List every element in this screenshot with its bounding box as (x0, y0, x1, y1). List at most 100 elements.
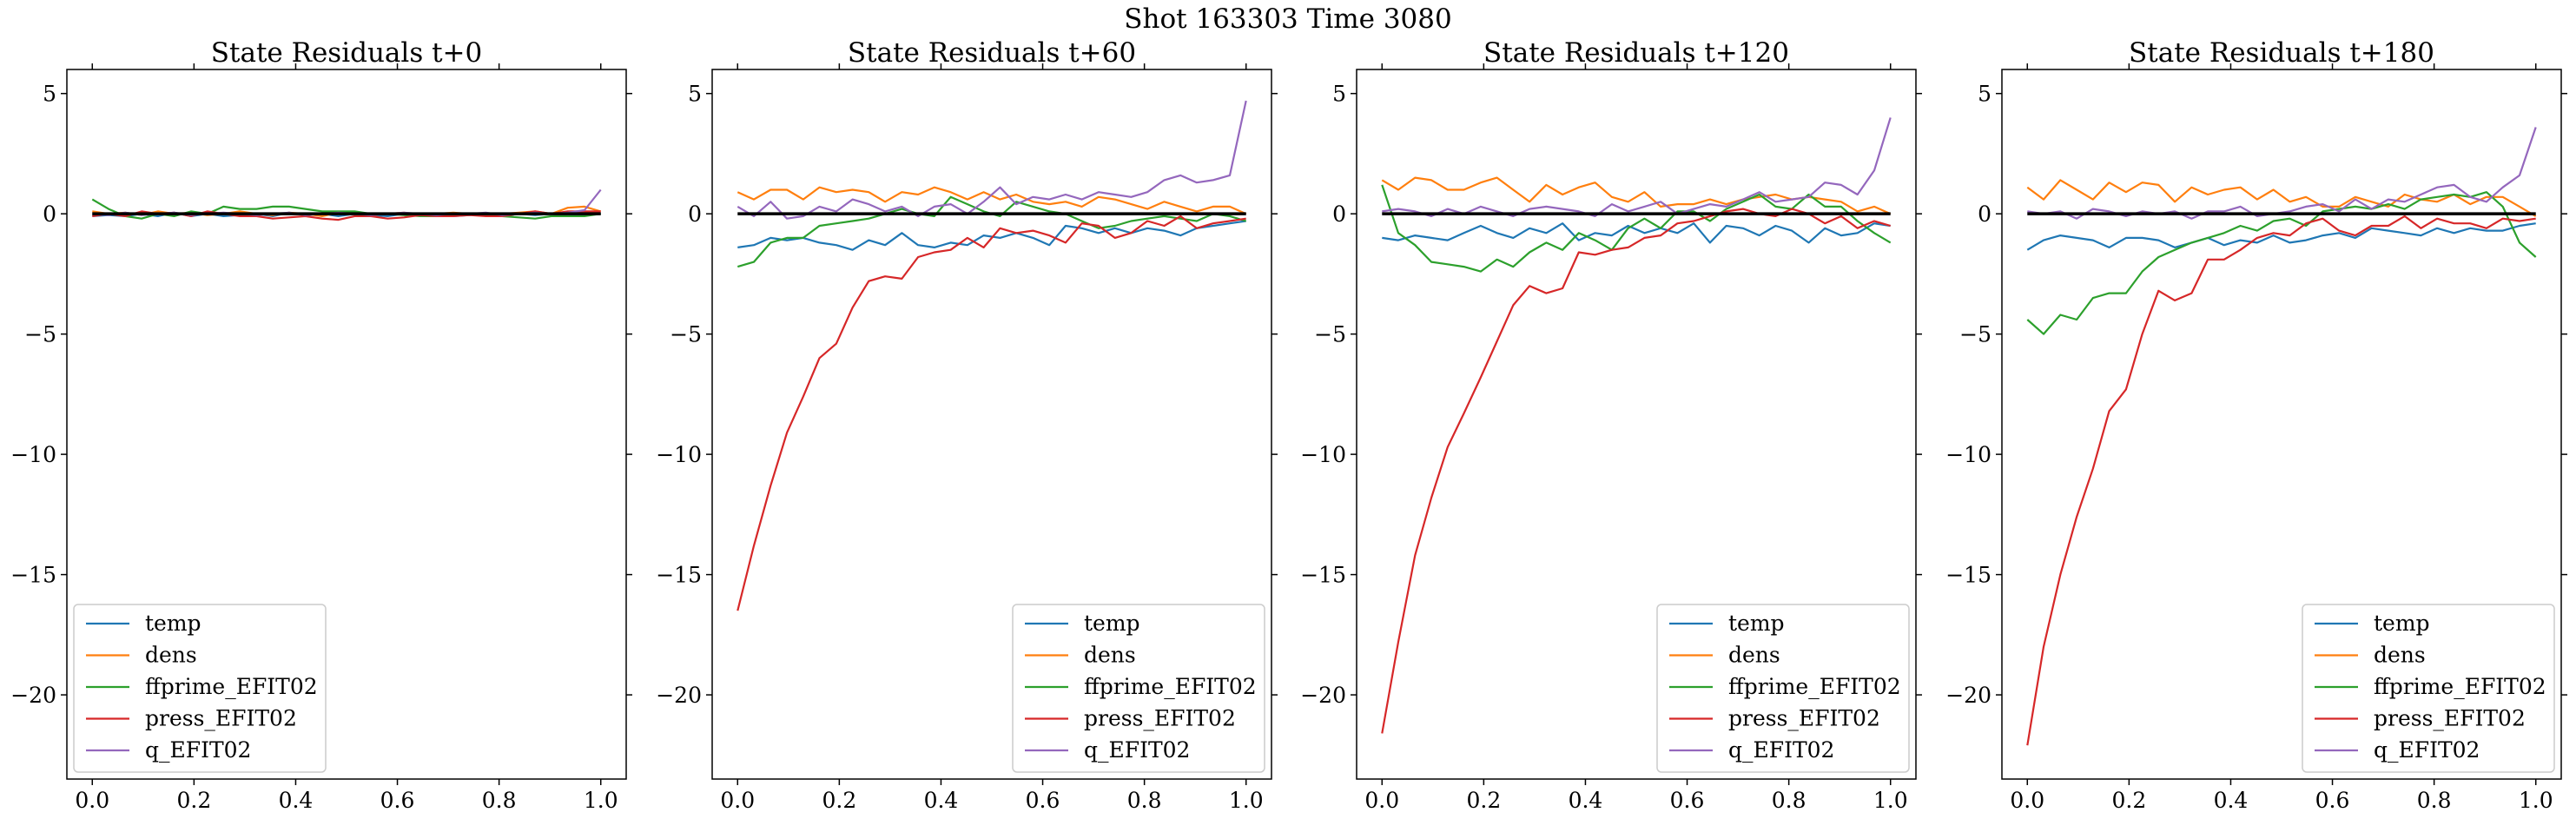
legend-item: press_EFIT02 (2315, 706, 2526, 731)
axes-frame (66, 69, 627, 780)
legend-label: temp (1084, 611, 1140, 636)
legend-item: temp (2315, 611, 2430, 636)
y-tick-label: 5 (1332, 82, 1346, 107)
x-tick-label: 0.8 (1127, 788, 1162, 813)
legend-item: dens (1669, 643, 1780, 668)
x-tick-label: 0.6 (1026, 788, 1060, 813)
y-tick-label: −5 (670, 322, 702, 347)
y-tick-label: −10 (10, 442, 56, 467)
subplot-title: State Residuals t+60 (848, 37, 1136, 69)
x-tick-label: 0.0 (75, 788, 109, 813)
x-tick-label: 0.4 (279, 788, 314, 813)
series-line-temp (1382, 222, 1891, 244)
legend-label: dens (1084, 643, 1136, 668)
legend-label: press_EFIT02 (1084, 706, 1236, 731)
x-tick-label: 0.4 (924, 788, 959, 813)
axes-frame (711, 69, 1272, 780)
legend-item: q_EFIT02 (1025, 737, 1190, 763)
legend-label: press_EFIT02 (1728, 706, 1880, 731)
series-line-temp (2026, 222, 2536, 251)
legend-item: press_EFIT02 (1025, 706, 1236, 731)
y-tick-label: 0 (1332, 201, 1346, 227)
y-tick-label: −15 (656, 563, 702, 588)
legend: temp dens ffprime_EFIT02 press_EFIT02 q_EFIT… (2302, 604, 2555, 773)
x-tick-label: 1.0 (1229, 788, 1264, 813)
x-tick-label: 0.6 (1670, 788, 1705, 813)
legend-label: q_EFIT02 (1728, 737, 1834, 763)
x-tick-label: 1.0 (584, 788, 618, 813)
legend: temp dens ffprime_EFIT02 press_EFIT02 q_EFIT… (1012, 604, 1265, 773)
x-tick-label: 0.2 (2111, 788, 2146, 813)
legend-label: q_EFIT02 (2374, 737, 2480, 763)
series-line-press_EFIT02 (736, 215, 1246, 611)
series-line-ffprime_EFIT02 (2026, 191, 2537, 335)
subplot-title: State Residuals t+180 (2129, 37, 2434, 69)
y-tick-label: 5 (1978, 82, 1991, 107)
x-tick-label: 0.8 (1772, 788, 1807, 813)
x-tick-label: 1.0 (1873, 788, 1908, 813)
legend-item: q_EFIT02 (1669, 737, 1834, 763)
y-tick-label: −10 (1300, 442, 1346, 467)
subplot-2: State Residuals t+60 0.0 0.2 0.4 0.6 0.8 1.0 5 0… (656, 37, 1278, 813)
y-tick-label: −10 (1945, 442, 1991, 467)
series-line-q_EFIT02 (1382, 117, 1892, 217)
legend-item: press_EFIT02 (86, 706, 297, 731)
x-tick-label: 0.6 (380, 788, 415, 813)
y-tick-label: −5 (24, 322, 56, 347)
x-tick-label: 0.0 (720, 788, 755, 813)
y-tick-label: 0 (688, 201, 702, 227)
subplot-3: State Residuals t+120 0.0 0.2 0.4 0.6 0.8 1.0 5… (1300, 37, 1922, 813)
y-tick-label: 5 (688, 82, 702, 107)
subplot-1: State Residuals t+0 0.0 0.2 0.4 0.6 0.8 1.0 5 0 −… (10, 37, 632, 813)
legend-item: dens (2315, 643, 2426, 668)
legend-label: dens (2374, 643, 2426, 668)
legend-item: temp (1025, 611, 1140, 636)
legend-item: dens (86, 643, 197, 668)
x-tick-label: 1.0 (2519, 788, 2553, 813)
x-tick-label: 0.4 (1569, 788, 1603, 813)
y-tick-label: 5 (43, 82, 56, 107)
axes-frame (1356, 69, 1917, 780)
y-tick-label: −15 (1300, 563, 1346, 588)
legend-label: ffprime_EFIT02 (1728, 674, 1901, 699)
legend-label: press_EFIT02 (145, 706, 297, 731)
x-tick-label: 0.0 (1364, 788, 1399, 813)
x-tick-label: 0.2 (176, 788, 211, 813)
legend-label: q_EFIT02 (1084, 737, 1190, 763)
legend-label: temp (2374, 611, 2430, 636)
x-tick-label: 0.2 (1466, 788, 1501, 813)
legend-box (2302, 604, 2555, 773)
y-tick-label: −20 (656, 683, 702, 708)
subplot-grid: State Residuals t+0 0.0 0.2 0.4 0.6 0.8 1.0 5 0 −… (10, 37, 2567, 813)
x-tick-label: 0.2 (822, 788, 856, 813)
legend-label: ffprime_EFIT02 (145, 674, 318, 699)
subplot-title: State Residuals t+0 (211, 37, 482, 69)
legend-item: ffprime_EFIT02 (1025, 674, 1257, 699)
legend-label: press_EFIT02 (2374, 706, 2526, 731)
legend-item: ffprime_EFIT02 (86, 674, 318, 699)
legend-item: press_EFIT02 (1669, 706, 1880, 731)
y-tick-label: −20 (10, 683, 56, 708)
series-line-ffprime_EFIT02 (91, 198, 601, 220)
series-line-press_EFIT02 (2026, 215, 2536, 746)
legend-label: temp (145, 611, 201, 636)
legend-label: ffprime_EFIT02 (2374, 674, 2546, 699)
legend-item: dens (1025, 643, 1136, 668)
subplot-4: State Residuals t+180 0.0 0.2 0.4 0.6 0.8 1.0 5… (1945, 37, 2567, 813)
y-tick-label: 0 (1978, 201, 1991, 227)
legend-item: q_EFIT02 (2315, 737, 2480, 763)
legend-item: q_EFIT02 (86, 737, 251, 763)
legend-label: dens (145, 643, 197, 668)
legend-label: temp (1728, 611, 1785, 636)
x-tick-label: 0.4 (2214, 788, 2249, 813)
y-tick-label: 0 (43, 201, 56, 227)
legend-item: temp (86, 611, 201, 636)
legend: temp dens ffprime_EFIT02 press_EFIT02 q_EFIT… (73, 604, 327, 773)
y-tick-label: −15 (1945, 563, 1991, 588)
y-tick-label: −10 (656, 442, 702, 467)
y-tick-label: −20 (1945, 683, 1991, 708)
x-tick-label: 0.8 (482, 788, 517, 813)
series-group (736, 100, 1247, 611)
legend-item: ffprime_EFIT02 (2315, 674, 2546, 699)
